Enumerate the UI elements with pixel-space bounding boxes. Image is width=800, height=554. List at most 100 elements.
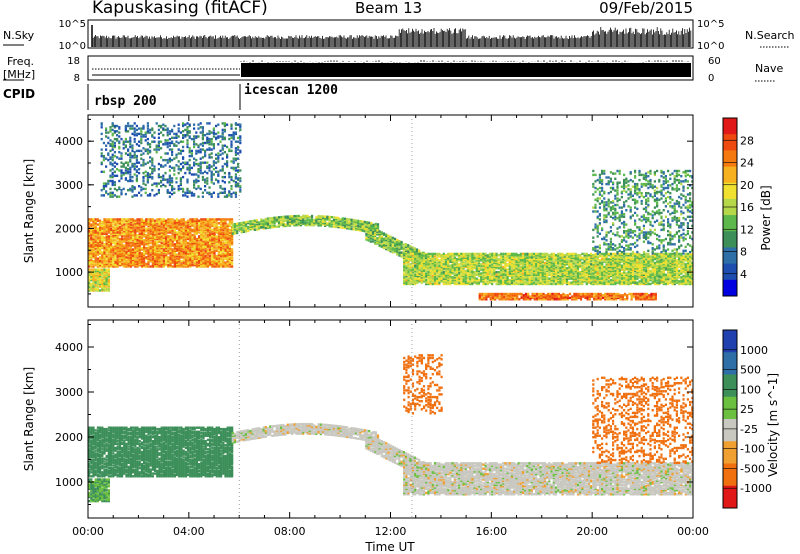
heat-cell (136, 244, 139, 247)
heat-cell (114, 260, 117, 263)
heat-cell (212, 147, 215, 150)
heat-cell (169, 256, 172, 259)
heat-cell (220, 218, 223, 221)
heat-cell (94, 233, 97, 237)
heat-cell (197, 123, 200, 126)
heat-cell (151, 262, 154, 266)
heat-cell (146, 137, 149, 141)
heat-cell (186, 195, 189, 198)
heat-cell (114, 241, 117, 245)
heat-cell (111, 171, 114, 175)
heat-cell (199, 171, 202, 175)
heat-cell (145, 235, 148, 238)
heat-cell (206, 223, 209, 226)
heat-cell (171, 252, 174, 255)
heat-cell (136, 262, 139, 266)
heat-cell (134, 252, 137, 255)
heat-cell (90, 236, 93, 239)
heat-cell (425, 278, 428, 282)
heat-cell (111, 173, 114, 176)
heat-cell (206, 171, 209, 175)
heat-cell (114, 228, 117, 232)
heat-cell (120, 154, 123, 158)
heat-cell (444, 254, 448, 257)
heat-cell (122, 173, 125, 176)
heat-cell (206, 161, 209, 164)
heat-cell (200, 219, 203, 222)
heat-cell (228, 190, 231, 193)
heat-cell (136, 253, 139, 256)
heat-cell (105, 257, 108, 260)
heat-cell (124, 178, 127, 181)
heat-cell (189, 223, 192, 226)
heat-cell (411, 252, 415, 256)
heat-cell (215, 124, 218, 128)
heat-cell (133, 168, 136, 171)
heat-cell (120, 174, 123, 177)
heat-cell (458, 252, 461, 256)
heat-cell (107, 241, 110, 245)
heat-cell (193, 236, 196, 239)
heat-cell (99, 273, 102, 276)
heat-cell (136, 243, 139, 246)
heat-cell (182, 230, 185, 233)
heat-cell (113, 187, 116, 191)
heat-cell (110, 219, 113, 222)
heat-cell (118, 240, 121, 243)
heat-cell (127, 252, 130, 255)
heat-cell (171, 254, 174, 258)
heat-cell (182, 220, 185, 224)
heat-cell (200, 261, 203, 264)
heat-cell (234, 183, 237, 187)
heat-cell (217, 253, 220, 256)
heat-cell (199, 143, 202, 146)
heat-cell (99, 219, 102, 222)
heat-cell (193, 264, 196, 267)
heat-cell (228, 134, 231, 137)
heat-cell (125, 237, 128, 241)
heat-cell (502, 280, 505, 283)
heat-cell (184, 264, 187, 267)
heat-cell (127, 130, 130, 133)
heat-cell (129, 173, 132, 176)
heat-cell (156, 240, 159, 243)
heat-cell (160, 236, 163, 239)
heat-cell (103, 288, 106, 291)
heat-cell (145, 256, 148, 259)
heat-cell (210, 143, 213, 146)
heat-cell (453, 256, 456, 259)
heat-cell (160, 156, 163, 159)
heat-cell (213, 227, 216, 230)
heat-cell (122, 165, 125, 168)
heat-cell (169, 240, 172, 243)
heat-cell (400, 246, 403, 249)
heat-cell (146, 161, 149, 164)
heat-cell (151, 247, 154, 250)
heat-cell (223, 128, 226, 132)
heat-cell (129, 231, 132, 234)
heat-cell (99, 235, 102, 238)
heat-cell (202, 254, 205, 258)
heat-cell (118, 241, 121, 245)
heat-cell (105, 264, 108, 267)
heat-cell (217, 262, 220, 266)
heat-cell (96, 247, 99, 250)
heat-cell (179, 177, 182, 180)
heat-cell (99, 262, 102, 266)
heat-cell (220, 257, 223, 260)
heat-cell (223, 190, 226, 193)
heat-cell (193, 235, 196, 238)
heat-cell (324, 215, 327, 218)
heat-cell (215, 224, 218, 228)
heat-cell (147, 220, 150, 224)
heat-cell (113, 145, 116, 149)
heat-cell (208, 169, 211, 172)
heat-cell (113, 194, 116, 197)
heat-cell (171, 256, 174, 259)
heat-cell (169, 262, 172, 266)
heat-cell (125, 231, 128, 234)
heat-cell (162, 228, 165, 232)
heat-cell (182, 227, 185, 230)
heat-cell (135, 194, 138, 197)
